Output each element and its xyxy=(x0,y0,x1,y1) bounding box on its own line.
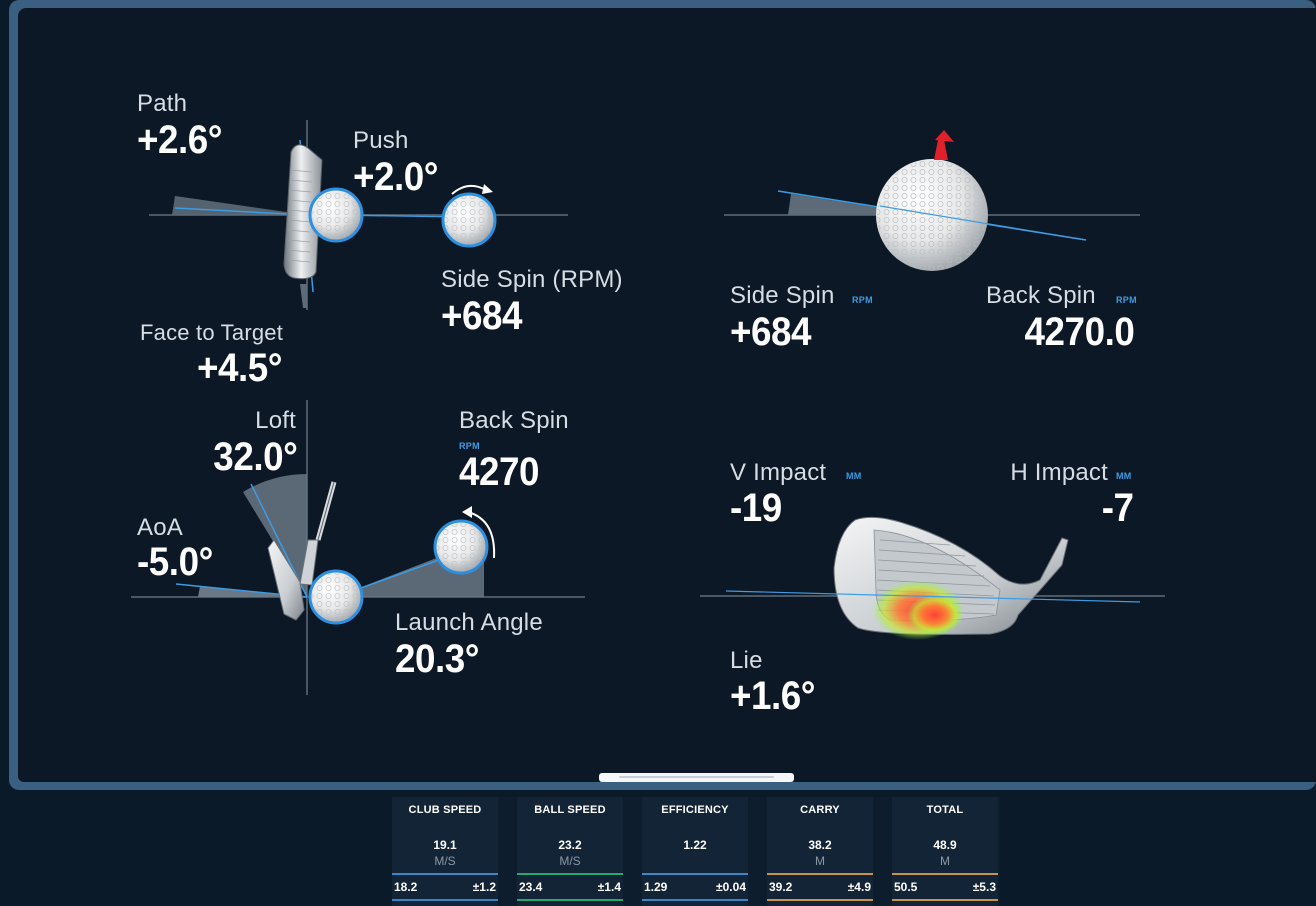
ball-back-spin-label: Back Spin xyxy=(986,282,1096,309)
stat-divider xyxy=(517,899,623,901)
loft-value: 32.0° xyxy=(212,435,298,479)
stat-average: 39.2 xyxy=(769,880,793,894)
stat-value: 19.1 xyxy=(433,838,457,852)
stat-carry[interactable]: CARRY 38.2 M 39.2 ±4.9 xyxy=(767,797,873,906)
impact-view-graphic xyxy=(700,516,1165,640)
stat-total[interactable]: TOTAL 48.9 M 50.5 ±5.3 xyxy=(892,797,998,906)
golf-ball-icon xyxy=(441,192,497,248)
stat-value: 48.9 xyxy=(933,838,957,852)
lie-value: +1.6° xyxy=(730,674,816,718)
stat-deviation: ±5.3 xyxy=(972,880,996,894)
stat-average: 23.4 xyxy=(519,880,543,894)
spin-arrow-icon xyxy=(451,184,487,195)
v-impact-label: V Impact xyxy=(730,459,827,486)
stat-average: 18.2 xyxy=(394,880,418,894)
golf-ball-icon xyxy=(308,569,364,625)
path-label: Path xyxy=(137,90,188,117)
stat-average: 1.29 xyxy=(644,880,668,894)
golf-ball-icon xyxy=(433,519,489,575)
stat-unit: M/S xyxy=(559,854,581,868)
stat-divider xyxy=(892,873,998,875)
stat-header: BALL SPEED xyxy=(534,804,606,816)
stat-header: TOTAL xyxy=(926,804,964,816)
side-view-graphic xyxy=(131,400,585,695)
stat-value: 1.22 xyxy=(683,838,707,852)
launch-angle-value: 20.3° xyxy=(395,637,480,681)
stat-club-speed[interactable]: CLUB SPEED 19.1 M/S 18.2 ±1.2 xyxy=(392,797,498,906)
h-impact-label: H Impact xyxy=(1010,459,1108,486)
back-spin-label: Back Spin xyxy=(459,407,569,434)
stat-efficiency[interactable]: EFFICIENCY 1.22 1.29 ±0.04 xyxy=(642,797,748,906)
stat-deviation: ±0.04 xyxy=(716,880,746,894)
ball-side-spin-label: Side Spin xyxy=(730,282,835,309)
shot-stats-bar: CLUB SPEED 19.1 M/S 18.2 ±1.2 BALL SPEED… xyxy=(392,797,1000,906)
stat-value: 38.2 xyxy=(808,838,832,852)
stat-divider xyxy=(392,899,498,901)
ball-back-spin-value: 4270.0 xyxy=(1024,310,1134,354)
h-impact-value: -7 xyxy=(1102,486,1134,530)
back-spin-unit: RPM xyxy=(459,441,480,451)
stat-average: 50.5 xyxy=(894,880,918,894)
stat-deviation: ±4.9 xyxy=(847,880,871,894)
face-view-graphic xyxy=(149,120,568,310)
backspin-arrow-icon xyxy=(467,511,496,559)
face-to-target-label: Face to Target xyxy=(140,320,284,345)
shot-analysis-panel xyxy=(18,8,1316,782)
stat-divider xyxy=(767,899,873,901)
club-head-icon xyxy=(267,539,305,621)
stat-unit: M xyxy=(940,854,950,868)
ball-back-spin-unit: RPM xyxy=(1116,295,1137,305)
side-spin-value: +684 xyxy=(441,294,523,338)
v-impact-unit: MM xyxy=(846,471,862,481)
stat-divider xyxy=(642,873,748,875)
panel-drag-handle[interactable] xyxy=(599,773,794,782)
stat-deviation: ±1.4 xyxy=(597,880,621,894)
stat-header: CLUB SPEED xyxy=(408,804,482,816)
push-label: Push xyxy=(353,127,409,154)
ball-spin-graphic xyxy=(724,130,1140,271)
stat-ball-speed[interactable]: BALL SPEED 23.2 M/S 23.4 ±1.4 xyxy=(517,797,623,906)
loft-label: Loft xyxy=(255,407,296,434)
ball-side-spin-value: +684 xyxy=(730,310,812,354)
stat-divider xyxy=(392,873,498,875)
v-impact-value: -19 xyxy=(730,486,782,530)
spin-axis-arrow-icon xyxy=(934,140,948,160)
stat-unit: M xyxy=(815,854,825,868)
stat-value: 23.2 xyxy=(558,838,582,852)
stat-divider xyxy=(517,873,623,875)
side-spin-label: Side Spin (RPM) xyxy=(441,266,623,293)
stat-divider xyxy=(642,899,748,901)
launch-angle-label: Launch Angle xyxy=(395,609,543,636)
club-face-icon xyxy=(283,144,323,280)
stat-header: EFFICIENCY xyxy=(661,804,729,816)
stat-divider xyxy=(767,873,873,875)
back-spin-value: 4270 xyxy=(459,450,540,494)
push-value: +2.0° xyxy=(353,155,439,199)
h-impact-unit: MM xyxy=(1116,471,1132,481)
aoa-label: AoA xyxy=(137,514,183,541)
aoa-value: -5.0° xyxy=(137,540,213,584)
face-to-target-value: +4.5° xyxy=(197,346,283,390)
shot-graphics xyxy=(131,120,1165,695)
stat-deviation: ±1.2 xyxy=(472,880,496,894)
lie-label: Lie xyxy=(730,647,763,674)
ball-side-spin-unit: RPM xyxy=(852,295,873,305)
golf-ball-icon xyxy=(308,187,364,243)
stat-header: CARRY xyxy=(800,804,840,816)
stat-divider xyxy=(892,899,998,901)
stat-unit: M/S xyxy=(434,854,456,868)
path-value: +2.6° xyxy=(137,118,223,162)
